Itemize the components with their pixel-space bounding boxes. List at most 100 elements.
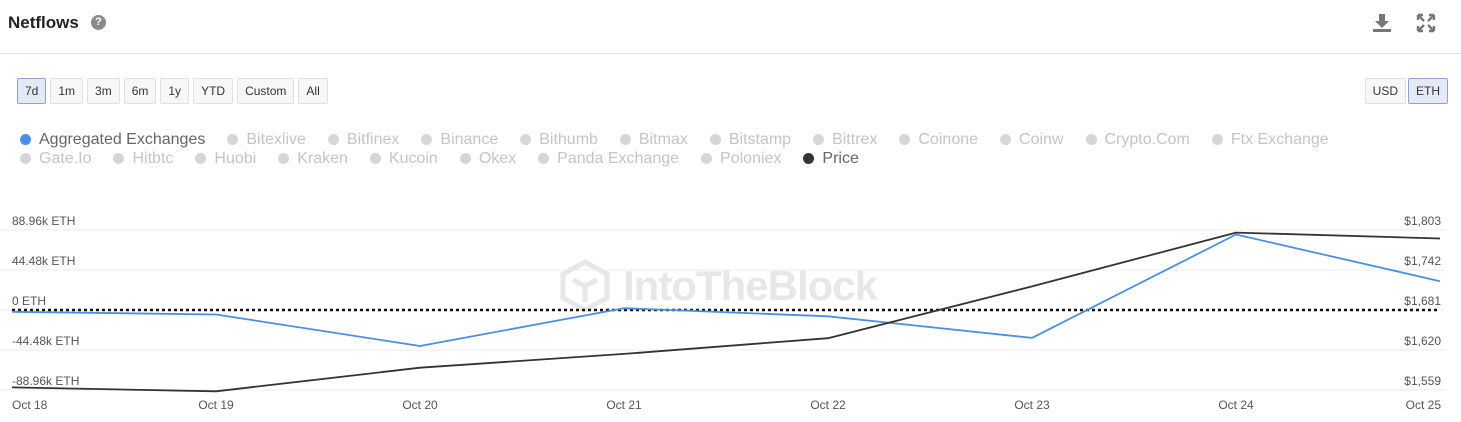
legend-dot-icon	[1085, 134, 1097, 145]
legend-dot-icon	[538, 153, 550, 164]
legend-label: Bitstamp	[728, 130, 792, 148]
legend-item[interactable]: Bitmax	[619, 130, 688, 149]
range-button-1m[interactable]: 1m	[50, 78, 84, 104]
range-button-3m[interactable]: 3m	[87, 78, 120, 104]
chart-legend: Aggregated Exchanges Bitexlive Bitfinex Bin…	[20, 130, 1440, 168]
legend-label: Coinw	[1019, 130, 1064, 148]
range-button-6m[interactable]: 6m	[123, 78, 157, 104]
range-button-all[interactable]: All	[298, 78, 328, 104]
legend-dot-icon	[195, 153, 207, 164]
right-axis-tick-label: $1,559	[1404, 374, 1441, 388]
legend-dot-icon	[113, 153, 125, 164]
x-axis-tick-label: Oct 20	[402, 398, 438, 412]
legend-item[interactable]: Huobi	[195, 149, 256, 168]
legend-dot-icon	[278, 153, 290, 164]
legend-label: Ftx Exchange	[1230, 130, 1329, 148]
legend-dot-icon	[803, 153, 815, 164]
legend-dot-icon	[369, 153, 381, 164]
question-circle-icon[interactable]: ?	[91, 15, 106, 30]
legend-label: Bitmax	[638, 130, 688, 148]
download-icon[interactable]	[1371, 12, 1393, 34]
widget-title: Netflows	[8, 13, 79, 32]
legend-label: Bitexlive	[246, 130, 306, 148]
legend-label: Huobi	[214, 149, 257, 167]
legend-item[interactable]: Aggregated Exchanges	[20, 130, 205, 149]
legend-label: Gate.Io	[39, 149, 92, 167]
legend-item[interactable]: Coinw	[1000, 130, 1064, 149]
legend-label: Aggregated Exchanges	[39, 130, 206, 148]
legend-label: Kucoin	[388, 149, 438, 167]
x-axis-tick-label: Oct 23	[1014, 398, 1050, 412]
legend-item[interactable]: Binance	[421, 130, 498, 149]
legend-label: Okex	[478, 149, 517, 167]
legend-dot-icon	[813, 134, 825, 145]
right-axis-tick-label: $1,620	[1404, 334, 1441, 348]
widget-header: Netflows ?	[0, 0, 1461, 54]
legend-item[interactable]: Panda Exchange	[538, 149, 679, 168]
expand-icon[interactable]	[1415, 12, 1437, 34]
legend-label: Bittrex	[832, 130, 878, 148]
left-axis-tick-label: -88.96k ETH	[12, 374, 79, 388]
legend-item[interactable]: Gate.Io	[20, 149, 91, 168]
legend-item[interactable]: Bitfinex	[327, 130, 400, 149]
legend-label: Kraken	[297, 149, 348, 167]
legend-item[interactable]: Okex	[459, 149, 517, 168]
legend-label: Binance	[440, 130, 499, 148]
legend-item[interactable]: Crypto.Com	[1085, 130, 1190, 149]
legend-dot-icon	[20, 134, 31, 145]
left-axis-tick-label: 88.96k ETH	[12, 214, 75, 228]
legend-label: Poloniex	[720, 149, 782, 167]
x-axis-tick-label: Oct 25	[1406, 398, 1442, 412]
legend-dot-icon	[701, 153, 713, 164]
legend-label: Bitfinex	[346, 130, 400, 148]
right-axis-tick-label: $1,681	[1404, 294, 1441, 308]
legend-dot-icon	[709, 134, 721, 145]
legend-dot-icon	[20, 153, 31, 164]
left-axis-tick-label: 0 ETH	[12, 294, 46, 308]
legend-label: Coinone	[918, 130, 979, 148]
legend-item[interactable]: Price	[803, 149, 859, 168]
right-axis-tick-label: $1,803	[1404, 214, 1441, 228]
legend-item[interactable]: Bittrex	[813, 130, 877, 149]
legend-dot-icon	[459, 153, 471, 164]
legend-dot-icon	[899, 134, 911, 145]
range-button-1y[interactable]: 1y	[160, 78, 190, 104]
legend-dot-icon	[520, 134, 532, 145]
x-axis-tick-label: Oct 18	[12, 398, 48, 412]
range-button-custom[interactable]: Custom	[237, 78, 295, 104]
legend-label: Crypto.Com	[1104, 130, 1190, 148]
series-line-aggregated-exchanges[interactable]	[11, 233, 1441, 347]
x-axis-tick-label: Oct 24	[1218, 398, 1254, 412]
legend-item[interactable]: Poloniex	[701, 149, 781, 168]
legend-dot-icon	[327, 134, 339, 145]
legend-dot-icon	[1211, 134, 1223, 145]
left-axis-tick-label: 44.48k ETH	[12, 254, 75, 268]
legend-item[interactable]: Bitstamp	[709, 130, 792, 149]
x-axis-tick-label: Oct 21	[606, 398, 642, 412]
x-axis-tick-label: Oct 22	[810, 398, 846, 412]
currency-button-eth[interactable]: ETH	[1408, 78, 1448, 104]
range-button-ytd[interactable]: YTD	[193, 78, 234, 104]
legend-item[interactable]: Coinone	[899, 130, 978, 149]
legend-dot-icon	[1000, 134, 1012, 145]
legend-label: Panda Exchange	[557, 149, 680, 167]
legend-label: Bithumb	[539, 130, 598, 148]
legend-item[interactable]: Ftx Exchange	[1211, 130, 1329, 149]
legend-item[interactable]: Hitbtc	[113, 149, 173, 168]
legend-dot-icon	[619, 134, 631, 145]
legend-item[interactable]: Bithumb	[520, 130, 598, 149]
series-line-price[interactable]	[11, 231, 1441, 393]
netflows-chart: 88.96k ETH 44.48k ETH 0 ETH -44.48k ETH -88.…	[0, 214, 1445, 412]
legend-item[interactable]: Kucoin	[369, 149, 438, 168]
right-axis-tick-label: $1,742	[1404, 254, 1441, 268]
legend-item[interactable]: Kraken	[278, 149, 348, 168]
currency-button-usd[interactable]: USD	[1364, 78, 1406, 104]
legend-dot-icon	[227, 134, 239, 145]
currency-selector: USD ETH	[1364, 78, 1448, 104]
legend-dot-icon	[421, 134, 433, 145]
legend-label: Price	[822, 149, 859, 167]
legend-label: Hitbtc	[132, 149, 174, 167]
legend-item[interactable]: Bitexlive	[227, 130, 306, 149]
time-range-selector: 7d 1m 3m 6m 1y YTD Custom All	[17, 78, 328, 104]
range-button-7d[interactable]: 7d	[17, 78, 47, 104]
